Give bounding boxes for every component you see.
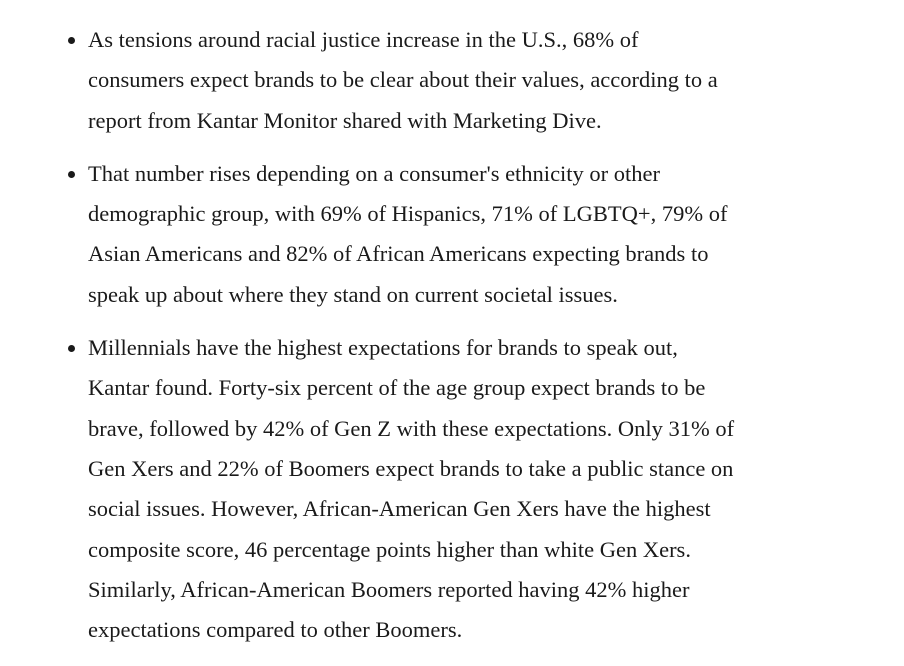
text-line: expectations compared to other Boomers. — [88, 617, 463, 643]
bullet-item: That number rises depending on a consume… — [68, 154, 904, 315]
text-line: brave, followed by 42% of Gen Z with the… — [88, 415, 735, 441]
bullet-item: Millennials have the highest expectation… — [68, 328, 904, 650]
text-line: speak up about where they stand on curre… — [88, 281, 618, 307]
text-line: As tensions around racial justice increa… — [88, 27, 639, 52]
text-line: report from Kantar Monitor shared with M… — [88, 107, 602, 133]
text-line: demographic group, with 69% of Hispanics… — [88, 201, 728, 227]
bullet-list: As tensions around racial justice increa… — [68, 20, 904, 650]
text-line: Millennials have the highest expectation… — [88, 335, 678, 361]
text-line: composite score, 46 percentage points hi… — [88, 536, 691, 562]
text-line: That number rises depending on a consume… — [88, 160, 661, 186]
bullet-item: As tensions around racial justice increa… — [68, 20, 904, 141]
text-line: Asian Americans and 82% of African Ameri… — [88, 241, 709, 267]
text-line: consumers expect brands to be clear abou… — [88, 67, 718, 93]
text-line: Similarly, African-American Boomers repo… — [88, 576, 690, 602]
text-line: Kantar found. Forty-six percent of the a… — [88, 375, 706, 401]
text-line: social issues. However, African-American… — [88, 496, 711, 522]
text-line: Gen Xers and 22% of Boomers expect brand… — [88, 455, 734, 481]
